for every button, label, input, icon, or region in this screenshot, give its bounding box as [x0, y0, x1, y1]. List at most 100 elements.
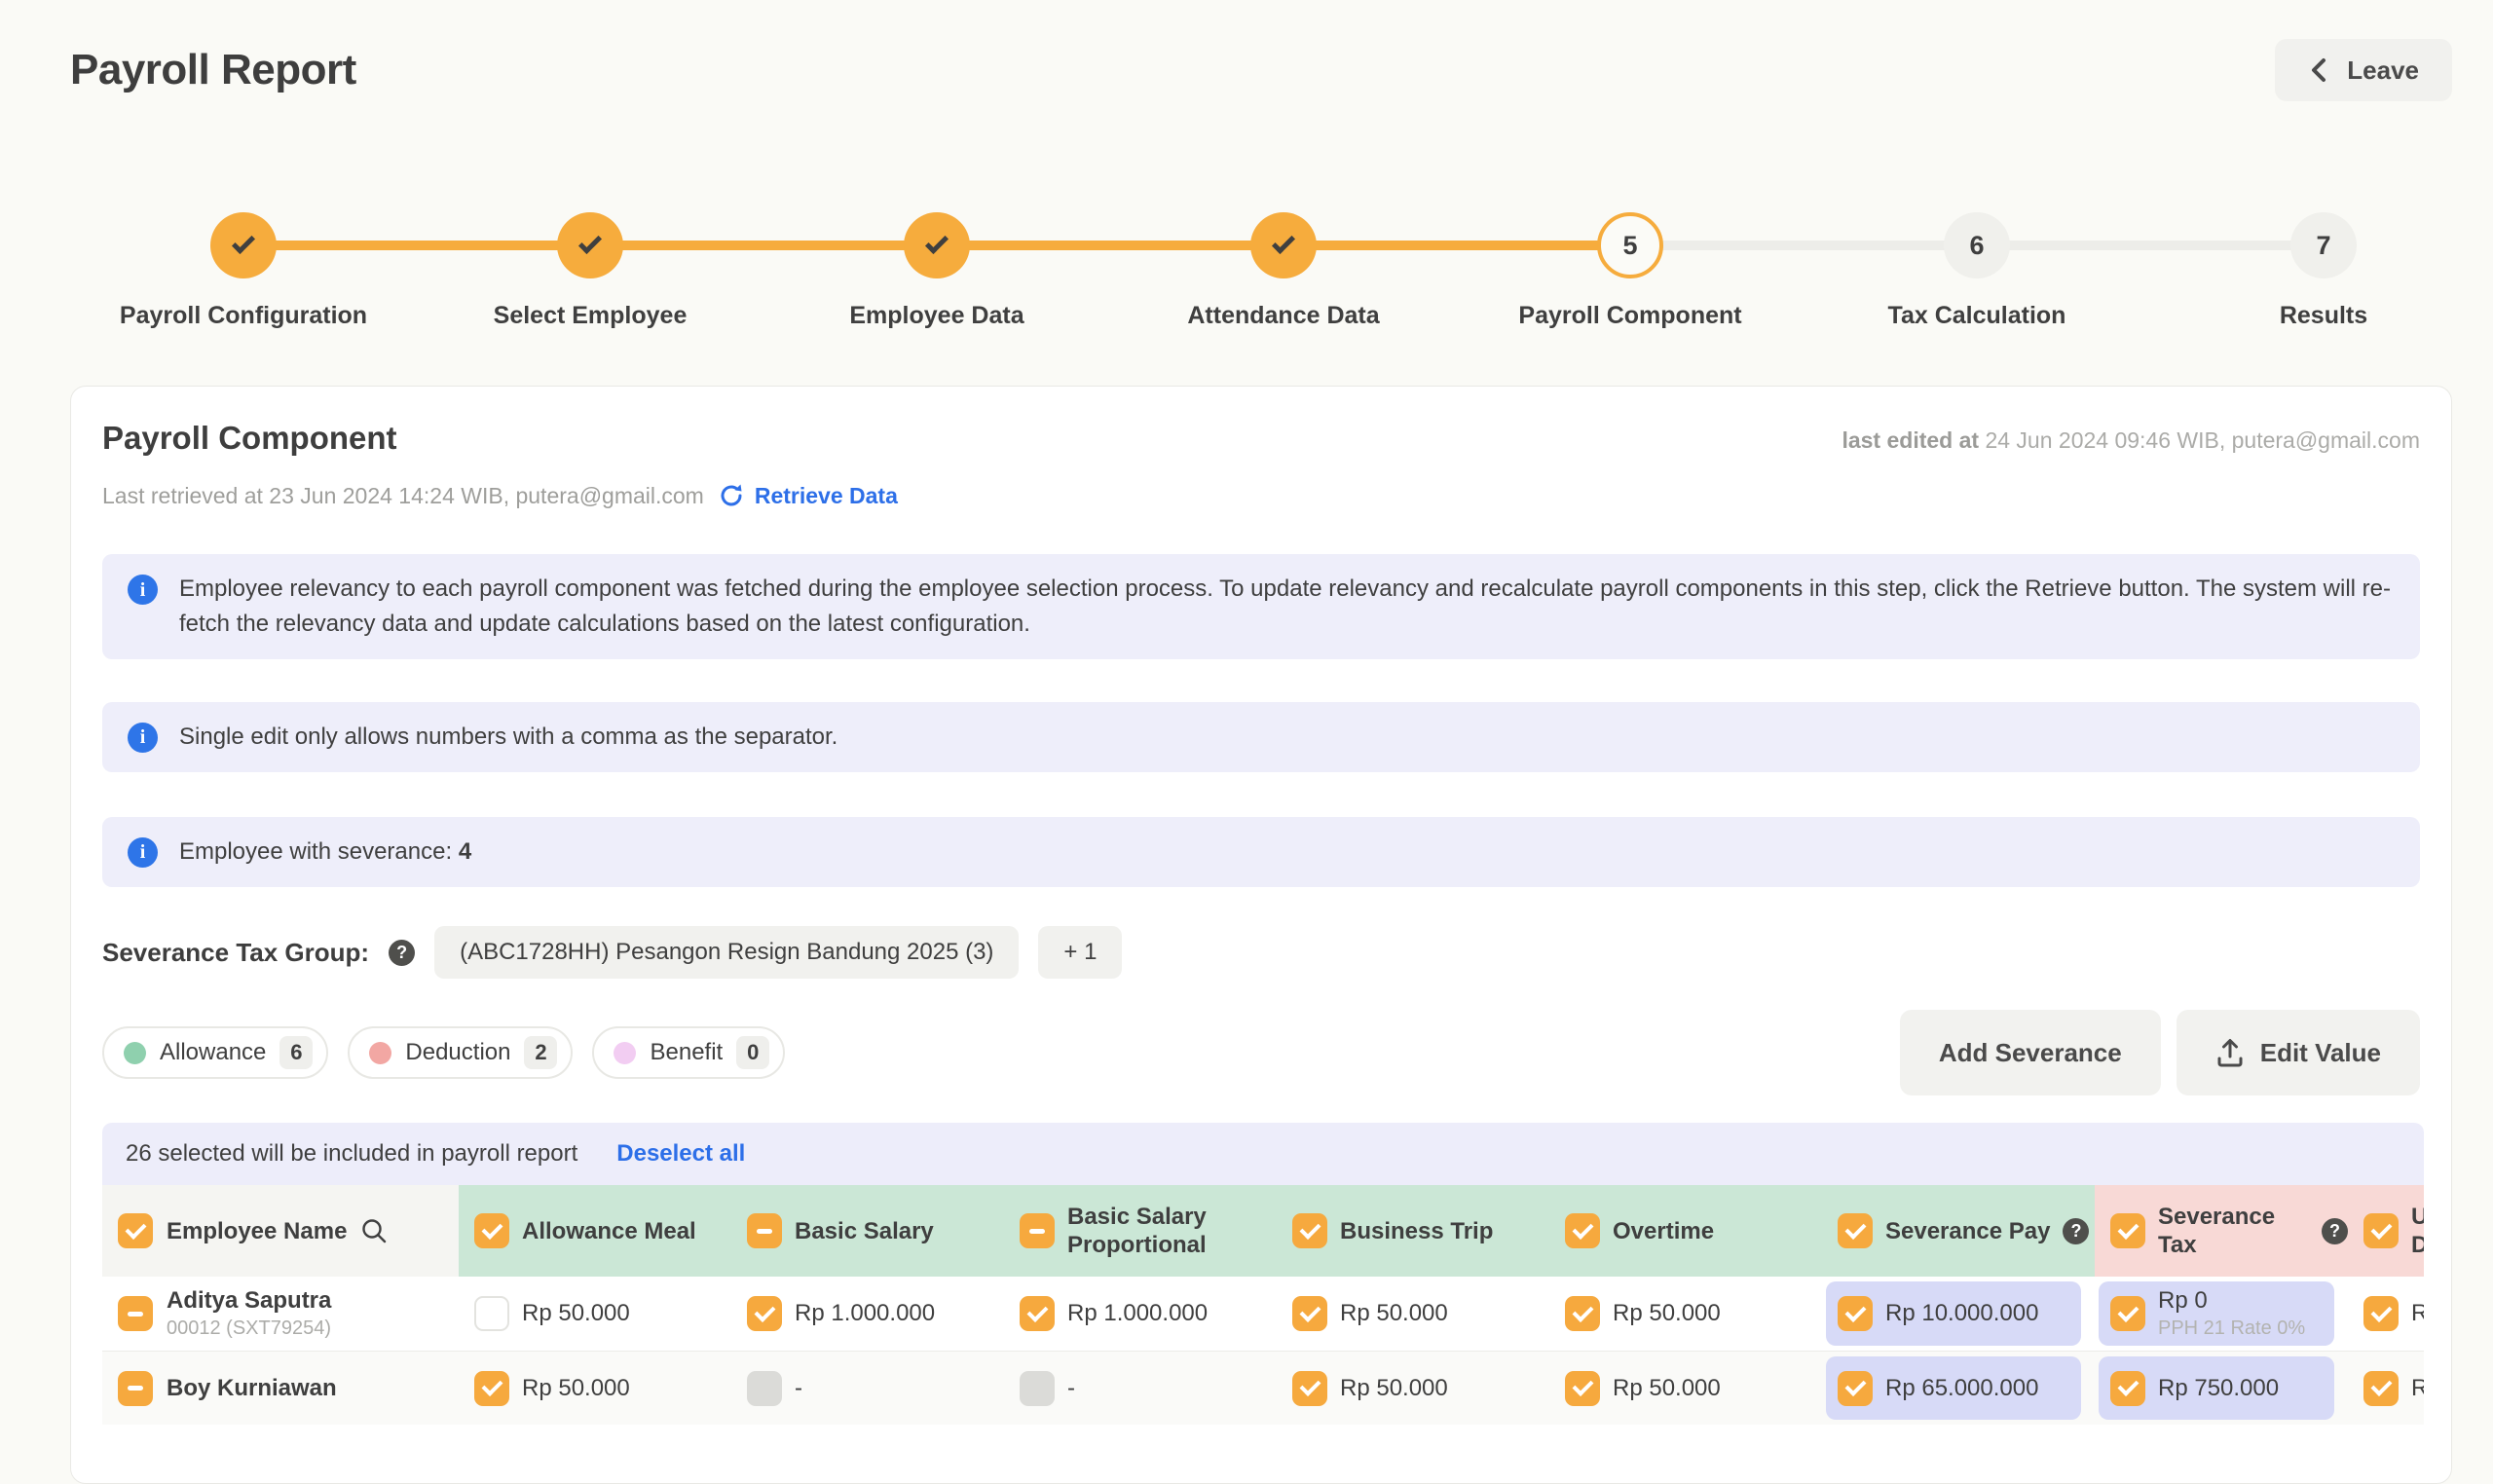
cell-checkbox[interactable] [1020, 1296, 1055, 1331]
row-checkbox[interactable] [118, 1371, 153, 1406]
column-header: Severance Pay? [1822, 1185, 2095, 1277]
cell-value: Rp 50.000 [522, 1300, 630, 1327]
severance-tax-group-chip[interactable]: (ABC1728HH) Pesangon Resign Bandung 2025… [434, 926, 1019, 979]
value-cell: - [1004, 1352, 1277, 1425]
cell-checkbox[interactable] [2110, 1296, 2145, 1331]
help-icon[interactable]: ? [2063, 1218, 2089, 1244]
info-icon: i [128, 837, 158, 868]
cell-checkbox[interactable] [2363, 1371, 2399, 1406]
help-icon[interactable]: ? [2322, 1218, 2348, 1244]
cell-value: - [795, 1375, 802, 1402]
column-header: Business Trip [1277, 1185, 1549, 1277]
stepper-step-4[interactable] [1250, 212, 1317, 278]
employee-name: Boy Kurniawan [167, 1375, 337, 1402]
table-row: Aditya Saputra00012 (SXT79254) Rp 50.000 R… [102, 1277, 2424, 1351]
deselect-all-link[interactable]: Deselect all [616, 1140, 745, 1168]
cell-checkbox[interactable] [1292, 1296, 1327, 1331]
column-checkbox[interactable] [2110, 1213, 2145, 1248]
cell-value-block: Rp 50.000 [522, 1300, 630, 1327]
leave-button-label: Leave [2347, 56, 2419, 86]
stepper-step-1[interactable] [210, 212, 277, 278]
last-edited-value: 24 Jun 2024 09:46 WIB, putera@gmail.com [1979, 427, 2420, 453]
cell-checkbox[interactable] [474, 1296, 509, 1331]
value-cell: Rp [2348, 1277, 2424, 1351]
stepper-connector [590, 241, 937, 250]
stepper-step-label: Results [2280, 302, 2367, 330]
value-cell: Rp 0PPH 21 Rate 0% [2095, 1277, 2348, 1351]
cell-value: Rp 1.000.000 [1067, 1300, 1208, 1327]
column-checkbox[interactable] [1292, 1213, 1327, 1248]
column-header: Unpaid Deduction [2348, 1185, 2424, 1277]
cell-value-block: - [795, 1375, 802, 1402]
stepper-step-7[interactable]: 7 [2290, 212, 2357, 278]
stepper-step-2[interactable] [557, 212, 623, 278]
filter-chip-deduction[interactable]: Deduction2 [348, 1026, 573, 1079]
row-checkbox[interactable] [118, 1296, 153, 1331]
cell-value-block: Rp 50.000 [522, 1375, 630, 1402]
leave-button[interactable]: Leave [2275, 39, 2452, 101]
cell-checkbox[interactable] [1838, 1296, 1873, 1331]
cell-value: Rp 50.000 [1340, 1300, 1448, 1327]
add-severance-button[interactable]: Add Severance [1900, 1010, 2161, 1095]
category-dot [124, 1042, 146, 1064]
cell-checkbox[interactable] [1565, 1371, 1600, 1406]
column-checkbox[interactable] [1565, 1213, 1600, 1248]
info-banner-relevancy-text: Employee relevancy to each payroll compo… [179, 572, 2395, 642]
column-header-label: Unpaid Deduction [2411, 1203, 2424, 1259]
cell-value-block: Rp [2411, 1300, 2424, 1327]
cell-checkbox[interactable] [1292, 1371, 1327, 1406]
chevron-left-icon [2308, 56, 2329, 85]
column-checkbox[interactable] [1838, 1213, 1873, 1248]
stepper-step-label: Tax Calculation [1888, 302, 2066, 330]
info-banner-relevancy: i Employee relevancy to each payroll com… [102, 554, 2420, 659]
cell-value: Rp 1.000.000 [795, 1300, 935, 1327]
column-checkbox[interactable] [1020, 1213, 1055, 1248]
employee-info: Aditya Saputra00012 (SXT79254) [167, 1287, 331, 1340]
retrieve-data-link[interactable]: Retrieve Data [718, 482, 898, 509]
search-icon[interactable] [360, 1217, 388, 1244]
stepper-step-6[interactable]: 6 [1944, 212, 2010, 278]
check-icon [925, 231, 949, 254]
column-checkbox[interactable] [474, 1213, 509, 1248]
column-header: Allowance Meal [459, 1185, 731, 1277]
stepper-step-5[interactable]: 5 [1597, 212, 1663, 278]
column-header: Severance Tax? [2095, 1185, 2348, 1277]
top-bar: Payroll Report Leave [0, 0, 2493, 101]
cell-value-block: Rp 50.000 [1340, 1300, 1448, 1327]
column-header: Basic Salary Proportional [1004, 1185, 1277, 1277]
filter-chip-count: 6 [279, 1036, 313, 1069]
cell-value-block: Rp 65.000.000 [1885, 1375, 2038, 1402]
stepper-connector [937, 241, 1284, 250]
cell-checkbox[interactable] [2363, 1296, 2399, 1331]
stepper-step-label: Select Employee [494, 302, 688, 330]
cell-value-block: Rp 0PPH 21 Rate 0% [2158, 1287, 2305, 1340]
stepper-connector [243, 241, 590, 250]
column-checkbox[interactable] [747, 1213, 782, 1248]
value-cell: Rp 50.000 [1277, 1277, 1549, 1351]
employee-name: Aditya Saputra [167, 1287, 331, 1315]
column-header-label: Allowance Meal [522, 1217, 696, 1245]
upload-icon [2215, 1037, 2245, 1068]
help-icon[interactable]: ? [389, 940, 415, 966]
page-title: Payroll Report [70, 46, 2275, 94]
cell-checkbox[interactable] [1565, 1296, 1600, 1331]
cell-checkbox[interactable] [747, 1296, 782, 1331]
edit-value-button[interactable]: Edit Value [2177, 1010, 2420, 1095]
filter-chip-allowance[interactable]: Allowance6 [102, 1026, 328, 1079]
value-cell: Rp 50.000 [1277, 1352, 1549, 1425]
stepper-step-3[interactable] [904, 212, 970, 278]
column-header-label: Basic Salary [795, 1217, 934, 1245]
select-all-checkbox[interactable] [118, 1213, 153, 1248]
cell-checkbox[interactable] [2110, 1371, 2145, 1406]
card-header: Payroll Component last edited at 24 Jun … [102, 420, 2420, 457]
cell-value: Rp [2411, 1375, 2424, 1402]
filter-chip-label: Benefit [650, 1039, 723, 1066]
cell-checkbox[interactable] [1838, 1371, 1873, 1406]
payroll-report-page: { "page": { "title": "Payroll Report", "… [0, 0, 2493, 1409]
filter-chip-benefit[interactable]: Benefit0 [592, 1026, 785, 1079]
table-row: Boy KurniawanRp 50.000--Rp 50.000Rp 50.0… [102, 1351, 2424, 1425]
column-checkbox[interactable] [2363, 1213, 2399, 1248]
severance-tax-group-more-chip[interactable]: + 1 [1038, 926, 1122, 979]
cell-checkbox[interactable] [474, 1371, 509, 1406]
value-cell: Rp 750.000 [2095, 1352, 2348, 1425]
